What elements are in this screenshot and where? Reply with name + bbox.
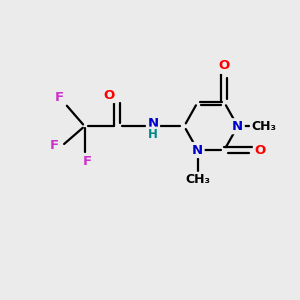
Text: O: O	[219, 59, 230, 72]
Text: O: O	[103, 88, 115, 101]
Text: O: O	[254, 143, 266, 157]
Text: H: H	[148, 128, 158, 141]
Text: F: F	[83, 155, 92, 168]
Text: CH₃: CH₃	[251, 120, 276, 133]
Text: F: F	[55, 92, 64, 104]
Text: N: N	[232, 120, 243, 133]
Text: N: N	[192, 143, 203, 157]
Text: F: F	[50, 139, 58, 152]
Text: CH₃: CH₃	[185, 173, 210, 186]
Text: N: N	[147, 117, 158, 130]
